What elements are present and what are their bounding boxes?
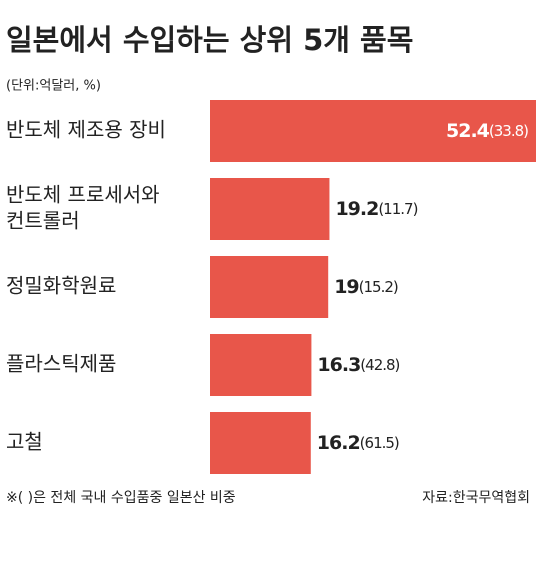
category-label: 컨트롤러 — [6, 209, 80, 233]
value-label: 52.4(33.8) — [446, 120, 528, 142]
bar — [210, 178, 330, 240]
value-label: 16.3(42.8) — [317, 354, 399, 376]
category-label: 플라스틱제품 — [6, 352, 116, 376]
chart-title: 일본에서 수입하는 상위 5개 품목 — [6, 23, 413, 57]
chart-subtitle: (단위:억달러, %) — [6, 79, 101, 94]
value-label: 19(15.2) — [334, 276, 398, 298]
bar — [210, 256, 329, 318]
bar — [210, 412, 311, 474]
value: 19.2 — [335, 198, 378, 220]
bar — [210, 100, 536, 162]
share-label: (15.2) — [359, 278, 398, 296]
bar — [210, 334, 312, 396]
category-label: 반도체 프로세서와 — [6, 183, 160, 207]
value-label: 19.2(11.7) — [335, 198, 417, 220]
value: 19 — [334, 276, 358, 298]
category-label: 반도체 제조용 장비 — [6, 118, 166, 142]
share-label: (61.5) — [360, 434, 399, 452]
share-label: (33.8) — [489, 122, 528, 140]
source: 자료:한국무역협회 — [422, 490, 530, 506]
category-label: 정밀화학원료 — [6, 274, 116, 298]
value: 52.4 — [446, 120, 490, 142]
category-label: 고철 — [6, 430, 43, 454]
share-label: (42.8) — [360, 356, 399, 374]
value-label: 16.2(61.5) — [317, 432, 399, 454]
value: 16.3 — [317, 354, 360, 376]
value: 16.2 — [317, 432, 360, 454]
footnote: ※( )은 전체 국내 수입품중 일본산 비중 — [6, 490, 236, 506]
share-label: (11.7) — [378, 200, 417, 218]
